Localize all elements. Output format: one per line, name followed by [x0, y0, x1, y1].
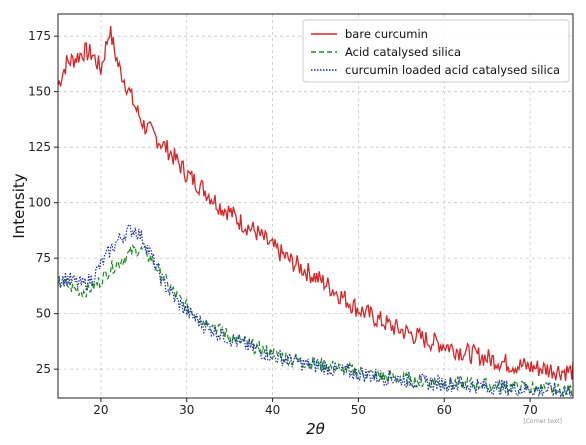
watermark-text: [Corner text]	[523, 418, 562, 425]
y-tick-label: 175	[28, 29, 51, 43]
y-tick-label: 50	[36, 307, 51, 321]
legend-label: Acid catalysed silica	[345, 45, 461, 59]
y-axis-title: Intensity	[10, 173, 28, 238]
y-tick-label: 150	[28, 85, 51, 99]
series-line-1	[57, 26, 574, 382]
y-tick-label: 75	[36, 251, 51, 265]
y-tick-label: 25	[36, 362, 51, 376]
series-line-3	[57, 223, 573, 398]
x-axis-title: 2θ	[306, 420, 325, 438]
series-line-2	[57, 243, 574, 398]
legend-label: curcumin loaded acid catalysed silica	[345, 63, 560, 77]
legend: bare curcumin Acid catalysed silica curcum…	[302, 19, 570, 83]
x-tick-label: 50	[351, 403, 366, 417]
y-axis-ticks: 25 50 75 100 125 150 175	[28, 29, 58, 376]
series-layer	[57, 26, 574, 398]
x-tick-label: 30	[179, 403, 194, 417]
x-tick-label: 60	[437, 403, 452, 417]
x-tick-label: 70	[522, 403, 537, 417]
plot-frame	[57, 13, 574, 399]
y-tick-label: 100	[28, 196, 51, 210]
y-tick-label: 125	[28, 140, 51, 154]
legend-label: bare curcumin	[345, 27, 428, 41]
legend-box	[302, 19, 570, 83]
x-tick-label: 20	[93, 403, 108, 417]
grid	[58, 14, 573, 398]
x-tick-label: 40	[265, 403, 280, 417]
x-axis-ticks: 20 30 40 50 60 70	[93, 398, 538, 417]
